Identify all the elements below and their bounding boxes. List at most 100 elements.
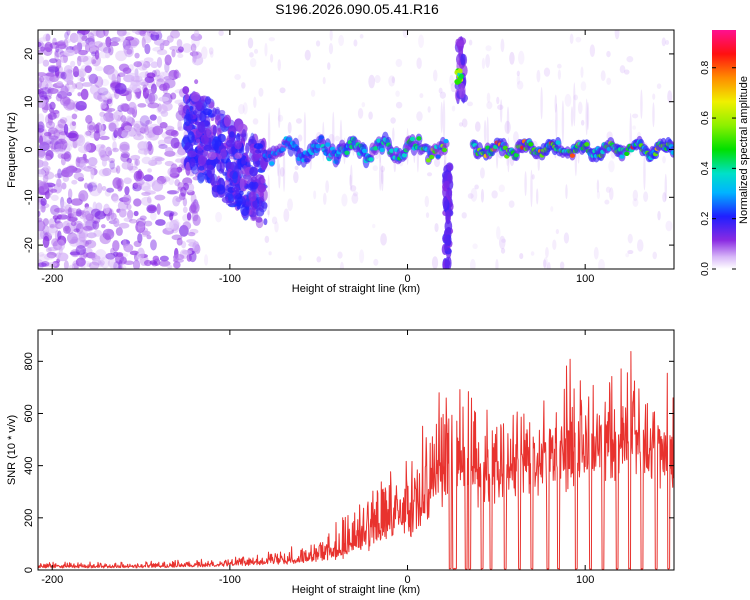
spectrogram-blob xyxy=(504,120,511,134)
spectrogram-blob xyxy=(42,160,48,169)
spectrogram-blob xyxy=(65,68,72,81)
spectrogram-blob xyxy=(481,57,486,70)
colorbar-tick-label: 0.2 xyxy=(700,211,711,225)
spectrogram-blob xyxy=(282,148,286,192)
spectrogram-blob xyxy=(193,30,200,37)
spectrogram-blob xyxy=(112,196,120,203)
spectrogram-blob xyxy=(100,224,106,229)
spectrogram-blob xyxy=(112,140,117,151)
spectrogram-blob xyxy=(133,210,139,217)
spectrogram-blob xyxy=(460,53,466,66)
spectrogram-blob xyxy=(120,103,130,112)
spectrogram-blob xyxy=(80,88,89,100)
spectrogram-blob xyxy=(61,182,67,190)
spectrogram-blob xyxy=(60,196,65,209)
spectrogram-blob xyxy=(424,195,430,208)
spectrogram-blob xyxy=(45,33,51,42)
spectrogram-blob xyxy=(63,49,76,57)
spectrogram-blob xyxy=(192,50,197,63)
spectrogram-blob xyxy=(177,126,185,131)
spectrogram-blob xyxy=(68,130,79,142)
spectrogram-blob xyxy=(133,133,144,141)
spectrogram-blob xyxy=(250,176,258,183)
spectrogram-blob xyxy=(118,208,127,218)
spectrogram-blob xyxy=(103,64,115,75)
spectrogram-blob xyxy=(84,43,91,53)
spectrogram-blob xyxy=(100,144,105,149)
spectrogram-blob xyxy=(64,204,73,215)
spectrogram-blob xyxy=(138,123,149,133)
spectrogram-blob xyxy=(379,147,385,153)
spectrogram-blob xyxy=(657,210,661,221)
spectrogram-blob xyxy=(94,249,107,261)
spectrogram-blob xyxy=(593,246,599,260)
spectrogram-blob xyxy=(220,148,227,160)
spectrogram-blob xyxy=(497,104,504,110)
spectrogram-blob xyxy=(133,123,141,132)
spectrogram-blob xyxy=(434,157,441,168)
spectrogram-blob xyxy=(182,249,193,255)
spectrogram-blob xyxy=(665,39,670,46)
spectrogram-blob xyxy=(126,48,133,55)
spectrogram-blob xyxy=(557,69,562,80)
spectrogram-blob xyxy=(141,191,151,196)
spectrogram-blob xyxy=(294,165,299,170)
spectrogram-blob xyxy=(57,119,66,129)
spectrogram-blob xyxy=(569,33,574,45)
spectrogram-blob xyxy=(204,254,209,266)
spectrogram-blob xyxy=(234,152,243,159)
spectrogram-blob xyxy=(38,121,45,133)
spectrogram-blob xyxy=(137,221,145,233)
spectrogram-blob xyxy=(150,239,157,251)
spectrogram-blob xyxy=(287,121,292,134)
spectrogram-blob xyxy=(472,243,478,250)
spectrogram-blob xyxy=(167,190,180,195)
spectrogram-blob xyxy=(114,83,127,95)
spectrogram-blob xyxy=(100,115,106,124)
spectrogram-blob xyxy=(585,98,588,136)
spectrogram-blob xyxy=(542,259,547,268)
spectrogram-blob xyxy=(136,251,145,260)
spectrogram-blob xyxy=(241,82,246,89)
spectrogram-blob xyxy=(350,164,353,190)
spectrogram-blob xyxy=(66,91,72,97)
spectrogram-blob xyxy=(107,68,119,81)
colorbar-tick-label: 0.8 xyxy=(700,60,711,74)
spectrogram-blob xyxy=(267,174,270,218)
spectrogram-blob xyxy=(479,167,485,179)
spectrogram-blob xyxy=(43,254,55,260)
spectrogram-blob xyxy=(85,114,93,124)
spectrogram-y-tick-label: 0 xyxy=(23,146,35,152)
spectrogram-blob xyxy=(163,76,174,81)
spectrogram-blob xyxy=(200,134,209,145)
spectrogram-blob xyxy=(77,68,87,78)
spectrogram-blob xyxy=(661,37,666,47)
spectrogram-blob xyxy=(66,143,73,151)
spectrogram-blob xyxy=(156,115,162,125)
spectrogram-blob xyxy=(443,180,450,189)
spectrogram-blob xyxy=(67,207,79,213)
spectrogram-blob xyxy=(147,102,160,109)
spectrogram-blob xyxy=(209,173,218,186)
spectrogram-blob xyxy=(109,80,121,91)
spectrogram-blob xyxy=(352,191,359,197)
spectrogram-blob xyxy=(112,240,120,252)
spectrogram-blob xyxy=(38,180,44,187)
spectrogram-blob xyxy=(158,143,168,149)
spectrogram-blob xyxy=(433,69,438,82)
spectrogram-blob xyxy=(573,82,576,127)
spectrogram-blob xyxy=(186,253,192,262)
spectrogram-blob xyxy=(38,96,46,108)
spectrogram-blob xyxy=(260,178,266,184)
spectrogram-blob xyxy=(140,126,146,135)
spectrogram-blob xyxy=(146,88,156,94)
spectrogram-blob xyxy=(561,100,565,144)
spectrogram-blob xyxy=(269,53,274,63)
snr-y-axis-label: SNR (10 * v/v) xyxy=(6,415,18,485)
spectrogram-blob xyxy=(565,184,568,200)
spectrogram-blob xyxy=(129,167,136,173)
spectrogram-blob xyxy=(279,166,285,177)
spectrogram-blob xyxy=(402,30,409,39)
spectrogram-blob xyxy=(38,185,45,196)
spectrogram-blob xyxy=(447,172,453,184)
